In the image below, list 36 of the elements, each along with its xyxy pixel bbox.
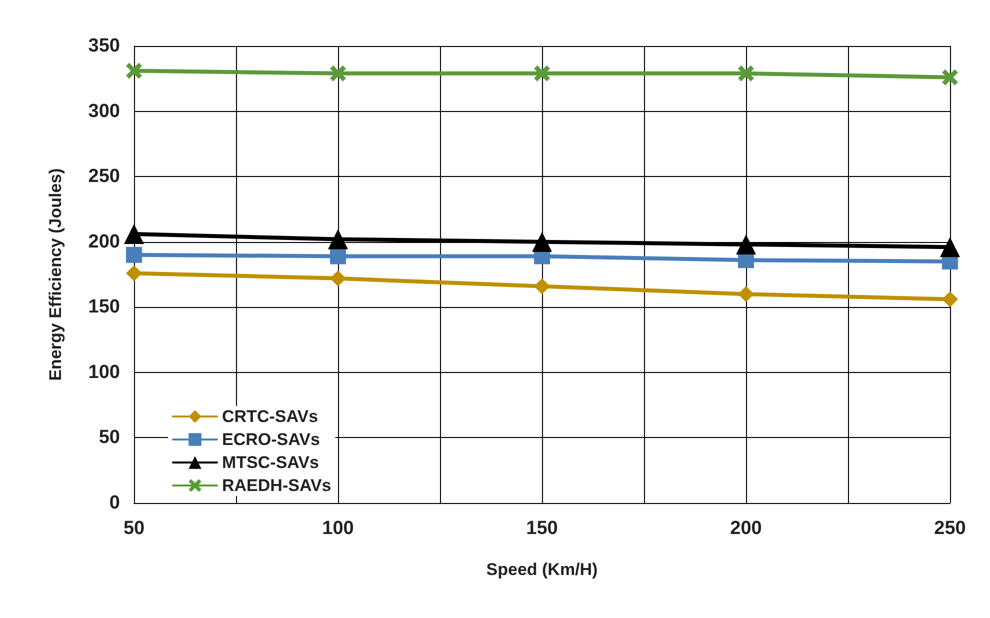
point xyxy=(126,246,142,263)
point xyxy=(126,62,142,79)
point xyxy=(532,232,552,252)
point xyxy=(126,265,142,282)
point xyxy=(736,234,756,254)
point xyxy=(328,229,348,250)
legend-label: MTSC-SAVs xyxy=(222,453,319,472)
x-tick-label: 50 xyxy=(123,518,145,539)
point xyxy=(534,65,550,82)
point xyxy=(330,65,346,82)
y-tick-label: 300 xyxy=(88,100,120,122)
y-tick-label: 50 xyxy=(98,427,120,448)
y-tick-label: 150 xyxy=(88,296,120,318)
y-tick-label: 0 xyxy=(109,492,120,514)
point xyxy=(942,69,958,86)
point xyxy=(534,278,550,294)
legend-label: ECRO-SAVs xyxy=(222,430,320,449)
y-axis-title: Energy Efficiency (Joules) xyxy=(46,168,65,381)
point xyxy=(330,248,346,264)
point xyxy=(330,270,346,286)
legend-label: CRTC-SAVs xyxy=(222,407,318,426)
point xyxy=(738,65,754,82)
y-tick-label: 350 xyxy=(88,36,120,56)
legend-label: RAEDH-SAVs xyxy=(222,476,332,495)
x-tick-label: 100 xyxy=(322,518,354,539)
x-tick-label: 200 xyxy=(730,518,762,539)
point xyxy=(124,224,144,244)
y-tick-label: 200 xyxy=(88,231,120,252)
y-tick-label: 250 xyxy=(88,166,120,188)
point xyxy=(940,237,960,258)
x-tick-label: 250 xyxy=(934,518,966,539)
x-axis-title: Speed (Km/H) xyxy=(486,560,598,579)
x-tick-label: 150 xyxy=(526,518,558,539)
y-tick-label: 100 xyxy=(88,362,120,383)
point xyxy=(942,291,958,308)
point xyxy=(738,286,754,302)
